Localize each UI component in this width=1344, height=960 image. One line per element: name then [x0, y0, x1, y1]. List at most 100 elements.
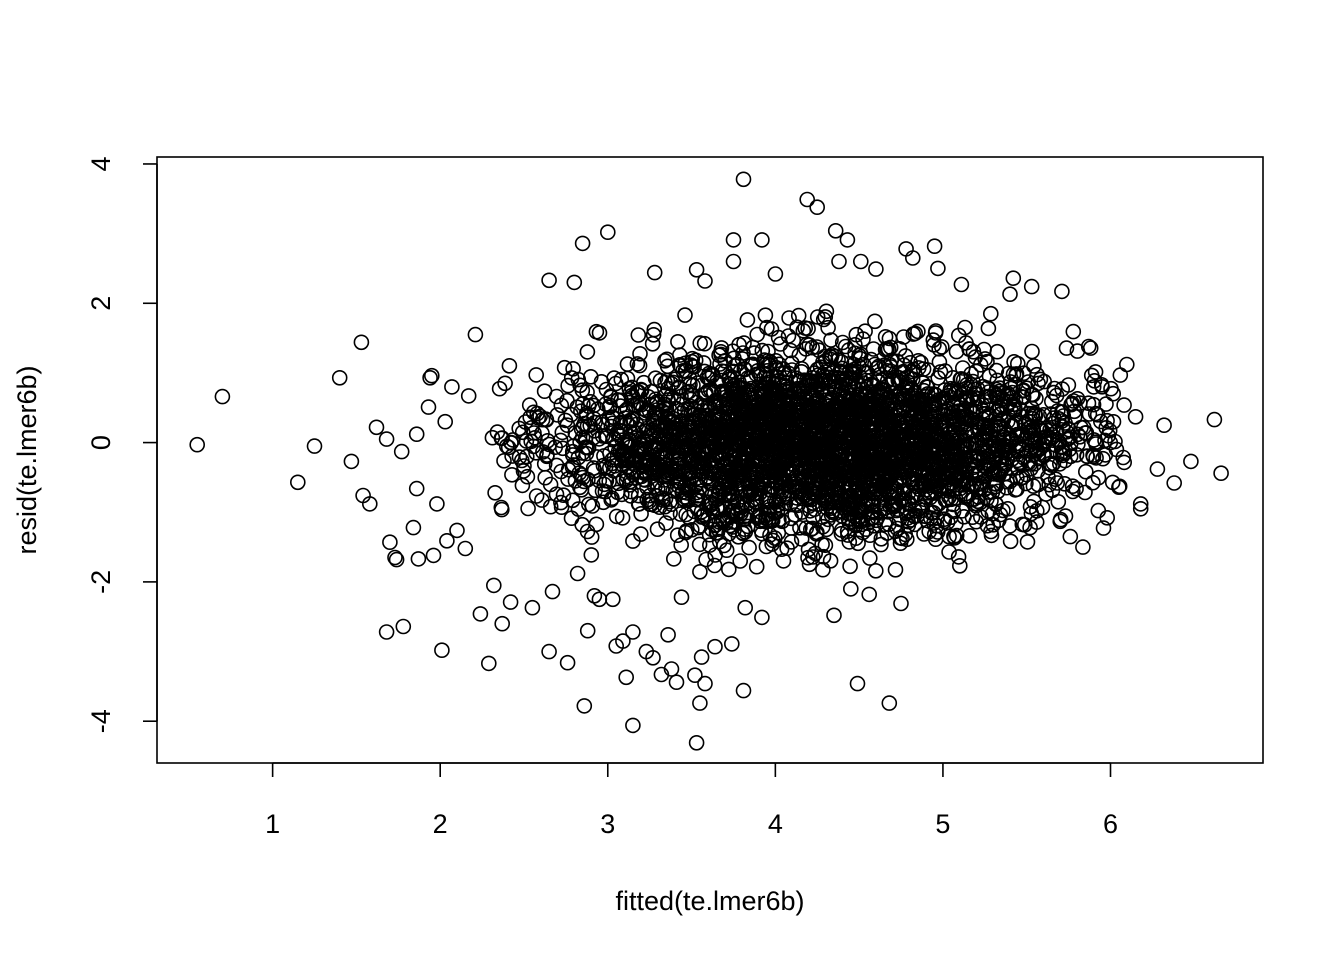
data-point [815, 548, 832, 565]
data-point [736, 508, 752, 525]
data-point [783, 466, 800, 483]
data-point [963, 376, 979, 393]
data-point [595, 494, 612, 511]
data-point [817, 456, 833, 473]
data-point-outlier [422, 369, 438, 386]
data-point [1099, 412, 1115, 429]
y-tick-label: -2 [86, 570, 116, 594]
data-point [941, 544, 957, 560]
data-point [976, 468, 993, 485]
data-point [988, 476, 1004, 492]
data-point [1064, 395, 1080, 412]
data-point-outlier [429, 496, 445, 512]
data-point [1035, 437, 1052, 454]
data-point [742, 485, 758, 501]
data-point [1002, 374, 1019, 390]
data-point [808, 386, 825, 402]
data-point-outlier [214, 388, 231, 405]
data-point [844, 398, 860, 414]
data-point [868, 360, 885, 377]
data-point [1054, 381, 1070, 397]
data-point [815, 354, 831, 371]
data-point [1065, 483, 1081, 500]
data-point-outlier [423, 367, 440, 384]
data-point [958, 485, 974, 502]
data-point [703, 500, 720, 517]
data-point [1064, 478, 1081, 495]
data-point [956, 471, 973, 487]
data-point-outlier [953, 276, 970, 293]
data-point [819, 433, 836, 450]
data-point [1003, 418, 1020, 435]
data-point [988, 495, 1004, 512]
data-point [633, 505, 649, 522]
data-point [554, 424, 571, 441]
data-point [793, 382, 810, 398]
data-point [921, 477, 937, 494]
data-point [1081, 406, 1098, 422]
y-tick-label: 4 [86, 156, 116, 171]
data-point-outlier [576, 698, 593, 714]
data-point [928, 428, 945, 445]
data-point [838, 371, 855, 388]
data-point-outlier [645, 649, 661, 666]
data-point [1055, 408, 1072, 424]
data-point [525, 404, 542, 421]
data-point [984, 505, 1001, 522]
data-point [864, 497, 881, 514]
data-point-outlier [1052, 513, 1068, 530]
data-point-outlier [331, 369, 348, 386]
data-point [713, 340, 730, 356]
x-axis: 1 2 3 4 5 6 [265, 762, 1118, 839]
data-point [494, 430, 510, 446]
data-point [720, 471, 737, 488]
data-point [567, 473, 584, 489]
data-point [909, 448, 926, 465]
data-point [947, 424, 963, 440]
data-point [728, 395, 744, 412]
data-point [1027, 406, 1043, 423]
data-point [664, 414, 681, 431]
data-point [1035, 406, 1052, 423]
data-point [672, 506, 689, 522]
data-point-outlier [688, 734, 705, 751]
data-point [910, 360, 927, 376]
data-point [775, 457, 792, 473]
data-point [855, 375, 872, 391]
data-point [839, 495, 856, 512]
data-point [613, 486, 630, 503]
data-point [659, 372, 676, 389]
data-point [487, 484, 503, 501]
data-point [885, 413, 902, 430]
data-point [513, 452, 530, 469]
data-point [530, 410, 547, 426]
data-point [536, 383, 553, 400]
data-point [881, 330, 898, 347]
data-point [930, 370, 947, 386]
data-point [809, 309, 826, 325]
data-point-outlier [618, 669, 635, 686]
data-point [570, 449, 587, 466]
data-point [586, 397, 602, 414]
data-point [780, 328, 797, 344]
data-point-outlier [502, 594, 519, 610]
data-point-outlier [673, 589, 690, 606]
data-point [883, 352, 900, 369]
data-point [630, 327, 647, 343]
data-point [973, 429, 990, 446]
data-point [785, 332, 802, 349]
data-point-outlier [189, 436, 205, 453]
data-point [805, 509, 821, 526]
data-point-outlier [460, 388, 477, 404]
data-point [547, 439, 564, 456]
data-point [677, 307, 693, 323]
data-point [1043, 406, 1059, 422]
data-point-outlier [395, 618, 412, 635]
data-point [555, 487, 572, 504]
data-point [711, 394, 727, 410]
data-point [707, 492, 724, 509]
data-point [990, 438, 1006, 455]
data-point [657, 352, 673, 369]
data-point [763, 444, 780, 461]
data-point [899, 397, 915, 413]
